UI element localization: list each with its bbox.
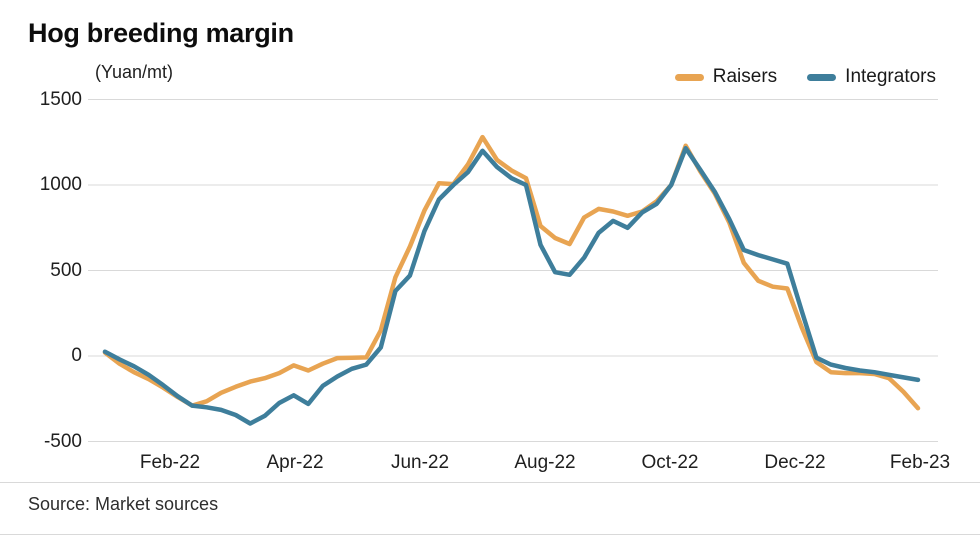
integrators-swatch-icon bbox=[807, 73, 837, 81]
legend-item-raisers: Raisers bbox=[674, 66, 778, 88]
x-tick-label: Jun-22 bbox=[390, 452, 450, 473]
raisers-swatch-icon bbox=[674, 73, 704, 81]
x-tick-label: Apr-22 bbox=[266, 452, 324, 473]
y-tick-label: 1000 bbox=[39, 174, 82, 195]
y-tick-label: 0 bbox=[71, 345, 82, 366]
legend-label-raisers: Raisers bbox=[712, 66, 778, 87]
x-tick-label: Aug-22 bbox=[514, 452, 576, 473]
source-text: Source: Market sources bbox=[28, 494, 219, 514]
y-tick-label: -500 bbox=[43, 430, 82, 452]
y-axis-unit-label: (Yuan/mt) bbox=[95, 62, 174, 82]
x-tick-label: Feb-23 bbox=[889, 452, 951, 473]
x-tick-label: Dec-22 bbox=[764, 452, 826, 473]
footer-divider bbox=[0, 482, 980, 483]
legend-item-integrators: Integrators bbox=[807, 66, 936, 88]
y-tick-label: 500 bbox=[50, 259, 82, 281]
page-title: Hog breeding margin bbox=[28, 18, 294, 48]
x-tick-label: Oct-22 bbox=[641, 452, 699, 473]
legend: Raisers Integrators bbox=[674, 66, 936, 88]
series-line-raisers bbox=[102, 134, 921, 411]
legend-label-integrators: Integrators bbox=[845, 66, 936, 87]
y-tick-label: 1500 bbox=[39, 88, 82, 110]
series-line-integrators bbox=[102, 145, 921, 426]
bottom-border bbox=[0, 534, 980, 535]
x-tick-label: Feb-22 bbox=[139, 452, 201, 473]
